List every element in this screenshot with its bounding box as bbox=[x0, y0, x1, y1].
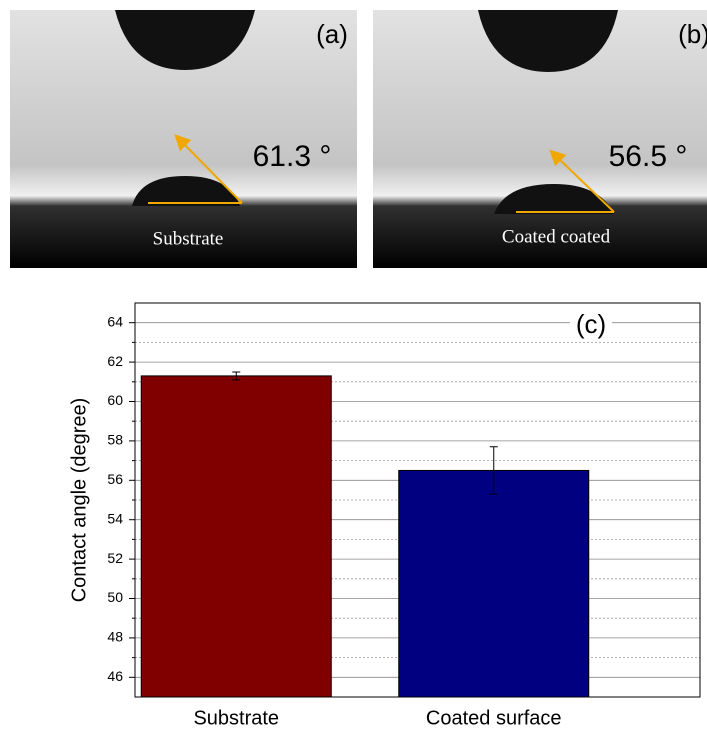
y-tick-label: 54 bbox=[107, 510, 123, 526]
y-tick-label: 50 bbox=[107, 589, 123, 605]
plot-frame bbox=[134, 302, 701, 698]
photo-b: (b) 56.5 ° Coated coated bbox=[373, 10, 707, 268]
y-tick-label: 48 bbox=[107, 629, 123, 645]
panel-label: (c) bbox=[576, 309, 606, 339]
photo-a: (a) 61.3 ° Substrate bbox=[10, 10, 357, 268]
y-tick-label: 64 bbox=[107, 313, 123, 329]
photo-caption: Coated coated bbox=[502, 226, 611, 247]
error-bar bbox=[489, 446, 498, 495]
y-tick-label: 60 bbox=[107, 392, 123, 408]
angle-label: 56.5 ° bbox=[609, 140, 688, 173]
panel-label: (b) bbox=[678, 19, 707, 49]
angle-label: 61.3 ° bbox=[253, 140, 332, 173]
x-tick-label: Coated surface bbox=[426, 707, 562, 729]
photo-caption: Substrate bbox=[153, 228, 224, 249]
bar bbox=[140, 375, 332, 698]
y-tick-label: 56 bbox=[107, 471, 123, 487]
y-tick-label: 52 bbox=[107, 550, 123, 566]
y-tick-label: 62 bbox=[107, 353, 123, 369]
label-bg bbox=[570, 310, 612, 340]
y-axis-label: Contact angle (degree) bbox=[68, 398, 90, 603]
bar-chart: Contact angle (degree) 46 48 50 52 54 56 58 60 6… bbox=[68, 302, 701, 729]
y-tick-label: 58 bbox=[107, 432, 123, 448]
y-tick-label: 46 bbox=[107, 668, 123, 684]
panel-label: (a) bbox=[316, 19, 348, 49]
bar bbox=[398, 469, 590, 698]
x-tick-label: Substrate bbox=[193, 707, 279, 729]
error-bar bbox=[232, 371, 241, 381]
